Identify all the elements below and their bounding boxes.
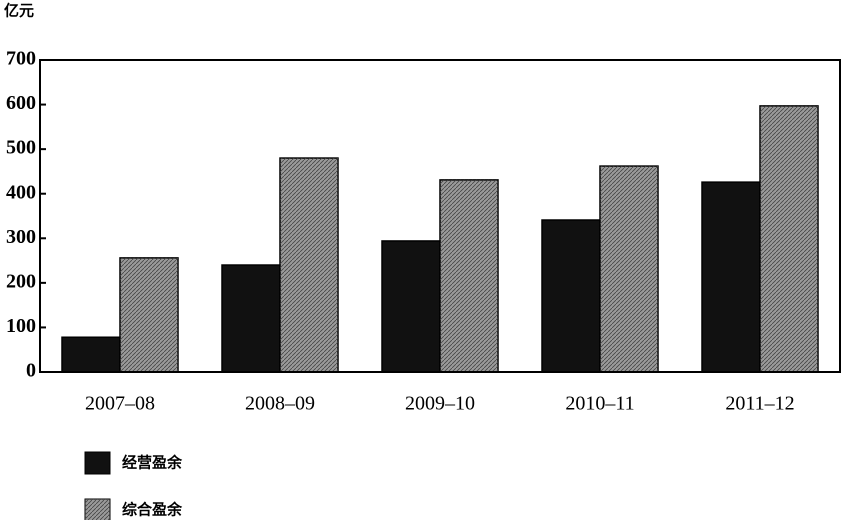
- legend-texture: [85, 499, 110, 521]
- bar: [61, 336, 121, 373]
- bar: [221, 264, 281, 373]
- y-tick-label: 200: [6, 270, 36, 292]
- y-tick-label: 0: [26, 360, 36, 382]
- legend-swatch: [84, 451, 111, 475]
- bar: [759, 105, 819, 373]
- x-tick-label: 2009–10: [405, 393, 475, 415]
- y-tick-label: 700: [6, 48, 36, 70]
- bar: [599, 165, 659, 373]
- x-tick-label: 2007–08: [85, 393, 155, 415]
- bar: [701, 181, 761, 373]
- x-tick-label: 2008–09: [245, 393, 315, 415]
- y-axis-label: 亿元: [4, 1, 34, 19]
- legend-label: 经营盈余: [122, 453, 183, 471]
- legend-label: 综合盈余: [122, 500, 183, 518]
- y-tick-label: 300: [6, 226, 36, 248]
- bar: [439, 179, 499, 373]
- plot-frame: [39, 59, 841, 373]
- bar: [381, 240, 441, 373]
- bar: [279, 157, 339, 373]
- y-tick-label: 500: [6, 137, 36, 159]
- y-tick-label: 600: [6, 92, 36, 114]
- y-tick-label: 100: [6, 315, 36, 337]
- y-tick-label: 400: [6, 181, 36, 203]
- bar: [541, 219, 601, 373]
- x-tick-label: 2010–11: [565, 393, 634, 415]
- bar: [119, 257, 179, 373]
- x-tick-label: 2011–12: [725, 393, 794, 415]
